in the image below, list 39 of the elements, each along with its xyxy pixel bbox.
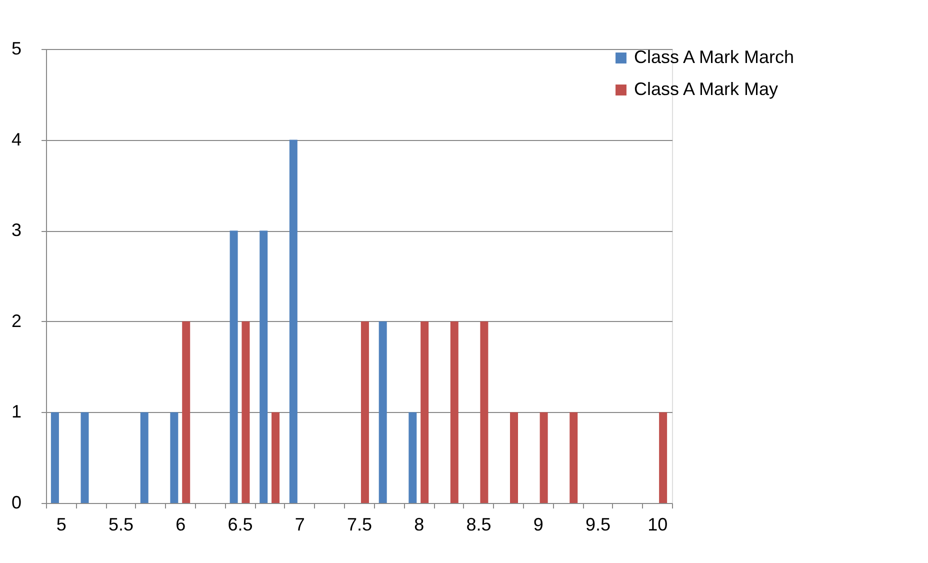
bar bbox=[378, 321, 387, 503]
bar bbox=[450, 321, 458, 503]
bar bbox=[242, 321, 250, 503]
x-tick-label: 9 bbox=[533, 514, 544, 534]
bar bbox=[510, 412, 518, 503]
x-tick-label: 7 bbox=[294, 514, 305, 534]
x-tick-label: 6.5 bbox=[228, 514, 253, 534]
y-tick-label: 1 bbox=[11, 402, 22, 422]
bar bbox=[408, 412, 417, 503]
bar bbox=[272, 412, 280, 503]
x-tick-label: 9.5 bbox=[585, 514, 610, 534]
bar bbox=[182, 321, 190, 503]
y-tick-label: 5 bbox=[11, 38, 22, 58]
legend-label: Class A Mark March bbox=[634, 47, 794, 67]
bar bbox=[80, 412, 89, 503]
x-tick-label: 7.5 bbox=[346, 514, 372, 534]
x-tick-label: 10 bbox=[648, 514, 668, 534]
x-tick-label: 5 bbox=[56, 514, 66, 534]
bar bbox=[480, 321, 488, 503]
y-tick-label: 2 bbox=[11, 310, 22, 331]
y-tick-label: 0 bbox=[11, 492, 22, 512]
bar bbox=[289, 140, 298, 503]
y-tick-label: 3 bbox=[11, 220, 22, 240]
bar bbox=[570, 412, 578, 503]
x-tick-label: 6 bbox=[176, 514, 186, 534]
bar bbox=[170, 412, 178, 503]
bar bbox=[230, 230, 238, 503]
x-tick-label: 5.5 bbox=[108, 514, 134, 534]
bar bbox=[360, 321, 369, 503]
bar bbox=[260, 230, 268, 503]
bar bbox=[50, 412, 59, 503]
bar bbox=[540, 412, 548, 503]
bar bbox=[140, 412, 148, 503]
x-tick-label: 8.5 bbox=[466, 514, 492, 534]
x-tick-label: 8 bbox=[414, 514, 424, 534]
bar bbox=[659, 412, 668, 503]
legend-label: Class A Mark May bbox=[634, 79, 778, 99]
bar bbox=[420, 321, 429, 503]
y-tick-label: 4 bbox=[11, 129, 22, 150]
